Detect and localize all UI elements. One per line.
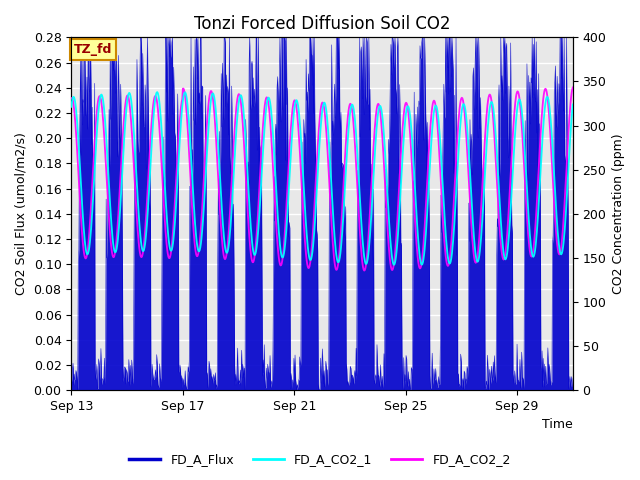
Y-axis label: CO2 Concentration (ppm): CO2 Concentration (ppm) bbox=[612, 133, 625, 294]
X-axis label: Time: Time bbox=[542, 419, 573, 432]
Legend: FD_A_Flux, FD_A_CO2_1, FD_A_CO2_2: FD_A_Flux, FD_A_CO2_1, FD_A_CO2_2 bbox=[124, 448, 516, 471]
Text: TZ_fd: TZ_fd bbox=[74, 43, 112, 56]
Title: Tonzi Forced Diffusion Soil CO2: Tonzi Forced Diffusion Soil CO2 bbox=[194, 15, 451, 33]
Y-axis label: CO2 Soil Flux (umol/m2/s): CO2 Soil Flux (umol/m2/s) bbox=[15, 132, 28, 295]
